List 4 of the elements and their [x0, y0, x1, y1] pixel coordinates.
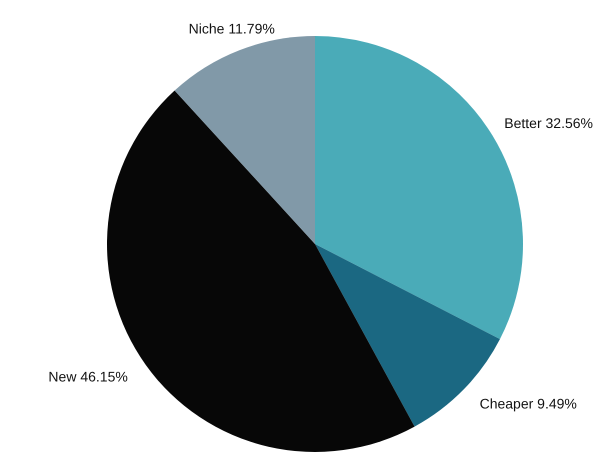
slice-label: New 46.15%	[48, 368, 128, 385]
slice-label: Better 32.56%	[504, 115, 594, 132]
slice-label: Niche 11.79%	[188, 20, 275, 36]
slice-label: Cheaper 9.49%	[480, 396, 577, 412]
